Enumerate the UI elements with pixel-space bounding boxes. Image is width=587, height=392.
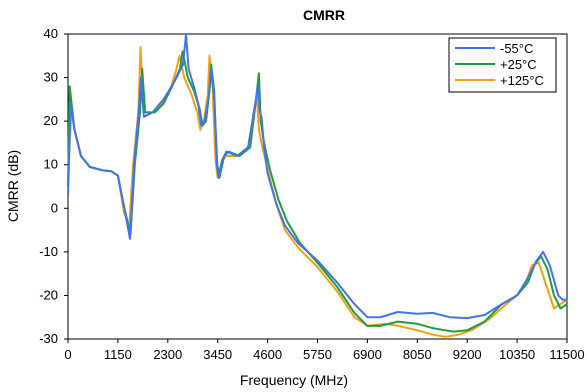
legend: -55°C+25°C+125°C: [448, 37, 557, 93]
x-tick-label: 3450: [203, 347, 232, 362]
y-tick-label: 10: [44, 157, 58, 172]
x-tick-label: 5750: [303, 347, 332, 362]
x-tick-label: 9200: [453, 347, 482, 362]
y-tick-label: -20: [39, 287, 58, 302]
x-tick-label: 0: [64, 347, 71, 362]
y-tick-label: -30: [39, 331, 58, 346]
series-layer: [67, 33, 568, 338]
y-tick-label: 30: [44, 70, 58, 85]
x-tick-label: 2300: [153, 347, 182, 362]
y-tick-label: 0: [51, 200, 58, 215]
x-axis-label: Frequency (MHz): [240, 372, 348, 388]
y-tick-label: 20: [44, 113, 58, 128]
chart-title: CMRR: [303, 7, 345, 23]
x-tick-label: 1150: [104, 347, 132, 362]
legend-label: +125°C: [500, 73, 544, 88]
x-tick-label: 8050: [403, 347, 432, 362]
x-tick-label: 6900: [353, 347, 382, 362]
x-tick-label: 4600: [253, 347, 282, 362]
x-tick-label: 10350: [499, 347, 535, 362]
x-tick-label: 11500: [549, 347, 584, 362]
x-axis-ticks: 0 1150 2300 3450 4600 5750 6900 8050 9200 10350 11…: [64, 339, 585, 362]
y-tick-label: -10: [39, 244, 58, 259]
y-axis-ticks: -30 -20 -10 0 10 20 30 40: [39, 26, 68, 346]
y-tick-label: 40: [44, 26, 58, 41]
y-axis-label: CMRR (dB): [5, 150, 21, 222]
legend-label: -55°C: [500, 41, 533, 56]
series-line: [67, 33, 567, 320]
legend-label: +25°C: [500, 57, 537, 72]
